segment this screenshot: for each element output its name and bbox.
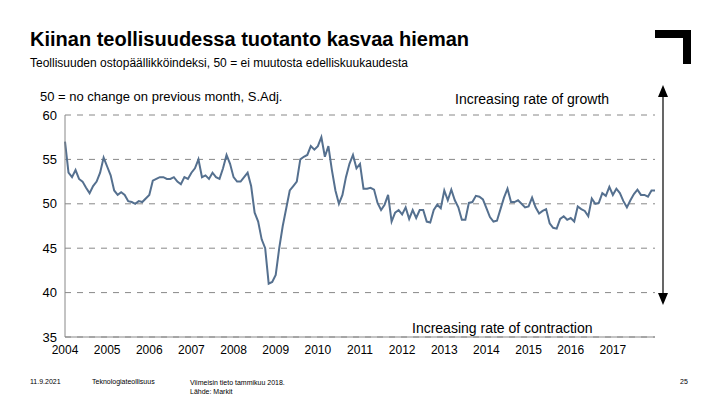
svg-text:2006: 2006 bbox=[136, 343, 163, 357]
html-text:50 = no change on previous mon: 50 = no change on previous month, S.Adj. bbox=[40, 89, 283, 104]
svg-text:2014: 2014 bbox=[473, 343, 500, 357]
html-text:Lähde: Markit: Lähde: Markit bbox=[190, 388, 233, 395]
svg-text:35: 35 bbox=[43, 330, 57, 345]
svg-text:40: 40 bbox=[43, 285, 57, 300]
svg-text:60: 60 bbox=[43, 108, 57, 123]
svg-text:45: 45 bbox=[43, 241, 57, 256]
html-text:Kiinan teollisuudessa tuotanto: Kiinan teollisuudessa tuotanto kasvaa hi… bbox=[30, 28, 469, 50]
svg-text:2012: 2012 bbox=[389, 343, 416, 357]
svg-text:2016: 2016 bbox=[557, 343, 584, 357]
svg-text:50: 50 bbox=[43, 196, 57, 211]
svg-text:2010: 2010 bbox=[305, 343, 332, 357]
svg-text:2005: 2005 bbox=[94, 343, 121, 357]
html-text:Teollisuuden ostopäällikköinde: Teollisuuden ostopäällikköindeksi, 50 = … bbox=[30, 56, 408, 70]
html-text:11.9.2021: 11.9.2021 bbox=[30, 378, 61, 385]
svg-text:2017: 2017 bbox=[600, 343, 627, 357]
svg-text:2007: 2007 bbox=[178, 343, 205, 357]
svg-text:2004: 2004 bbox=[51, 342, 79, 357]
svg-text:2015: 2015 bbox=[515, 343, 542, 357]
svg-text:2009: 2009 bbox=[262, 343, 289, 357]
svg-text:55: 55 bbox=[43, 152, 57, 167]
html-text:Teknologiateollisuus: Teknologiateollisuus bbox=[92, 378, 155, 385]
svg-text:2008: 2008 bbox=[220, 343, 247, 357]
html-text:Increasing rate of growth: Increasing rate of growth bbox=[455, 91, 610, 107]
html-text:25: 25 bbox=[680, 378, 688, 385]
html-text:Viimeisin tieto tammikuu 2018.: Viimeisin tieto tammikuu 2018. bbox=[190, 379, 285, 386]
html-text:Increasing rate of contraction: Increasing rate of contraction bbox=[412, 320, 593, 336]
svg-text:2013: 2013 bbox=[431, 343, 458, 357]
svg-text:2011: 2011 bbox=[347, 343, 373, 357]
